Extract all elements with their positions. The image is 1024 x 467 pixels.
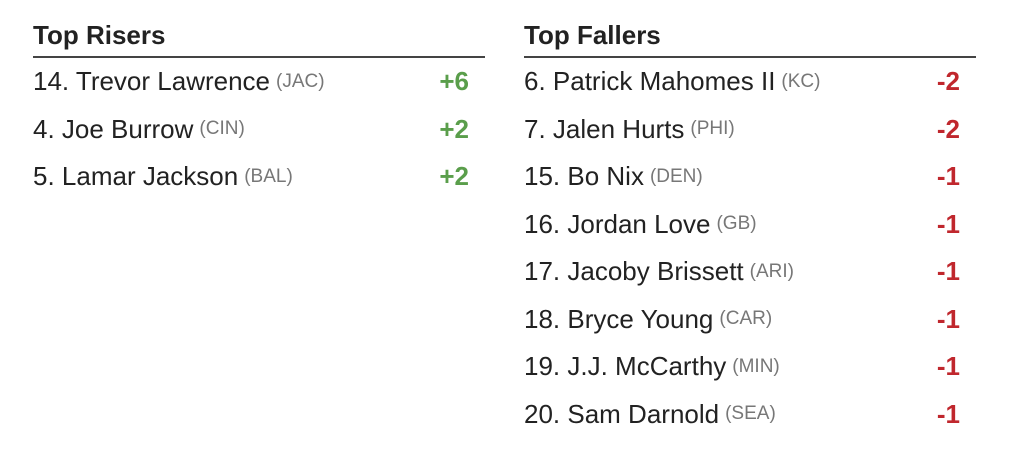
rank-change: +2 [439, 161, 469, 192]
rank-change: -2 [936, 113, 960, 144]
team-abbr: (GB) [716, 213, 757, 235]
panel-title: Top Fallers [524, 14, 976, 58]
player-name: 5. Lamar Jackson [33, 161, 239, 192]
player-name: 18. Bryce Young [524, 303, 714, 334]
team-abbr: (KC) [781, 70, 821, 92]
list-row: 15. Bo Nix (DEN) -1 [524, 153, 976, 201]
team-abbr: (SEA) [725, 403, 776, 425]
rank-change: -1 [936, 303, 960, 334]
fallers-panel: Top Fallers 6. Patrick Mahomes II (KC) -2 7… [524, 14, 976, 438]
player-name: 15. Bo Nix [524, 161, 644, 192]
list-row: 5. Lamar Jackson (BAL) +2 [33, 153, 485, 201]
rank-change: -2 [936, 66, 960, 97]
list-row: 16. Jordan Love (GB) -1 [524, 201, 976, 249]
rank-change: -1 [936, 161, 960, 192]
team-abbr: (BAL) [244, 165, 293, 187]
team-abbr: (JAC) [276, 70, 325, 92]
team-abbr: (MIN) [732, 355, 780, 377]
list-row: 4. Joe Burrow (CIN) +2 [33, 106, 485, 154]
list-row: 20. Sam Darnold (SEA) -1 [524, 391, 976, 439]
list-row: 18. Bryce Young (CAR) -1 [524, 296, 976, 344]
team-abbr: (CAR) [719, 308, 773, 330]
list-row: 7. Jalen Hurts (PHI) -2 [524, 106, 976, 154]
list-row: 17. Jacoby Brissett (ARI) -1 [524, 248, 976, 296]
risers-panel: Top Risers 14. Trevor Lawrence (JAC) +6 4. … [33, 14, 485, 201]
player-name: 14. Trevor Lawrence [33, 66, 271, 97]
rank-change: +6 [439, 66, 469, 97]
list-row: 19. J.J. McCarthy (MIN) -1 [524, 343, 976, 391]
panel-title: Top Risers [33, 14, 485, 58]
player-name: 17. Jacoby Brissett [524, 256, 744, 287]
player-name: 16. Jordan Love [524, 208, 711, 239]
player-name: 4. Joe Burrow [33, 113, 194, 144]
list-row: 6. Patrick Mahomes II (KC) -2 [524, 58, 976, 106]
rank-change: -1 [936, 398, 960, 429]
rank-change: -1 [936, 351, 960, 382]
team-abbr: (DEN) [649, 165, 703, 187]
team-abbr: (PHI) [690, 118, 735, 140]
rank-change: +2 [439, 113, 469, 144]
list-row: 14. Trevor Lawrence (JAC) +6 [33, 58, 485, 106]
rank-change: -1 [936, 208, 960, 239]
team-abbr: (ARI) [749, 260, 794, 282]
player-name: 19. J.J. McCarthy [524, 351, 727, 382]
player-name: 6. Patrick Mahomes II [524, 66, 776, 97]
rank-change: -1 [936, 256, 960, 287]
team-abbr: (CIN) [199, 118, 245, 140]
player-name: 7. Jalen Hurts [524, 113, 685, 144]
player-name: 20. Sam Darnold [524, 398, 720, 429]
